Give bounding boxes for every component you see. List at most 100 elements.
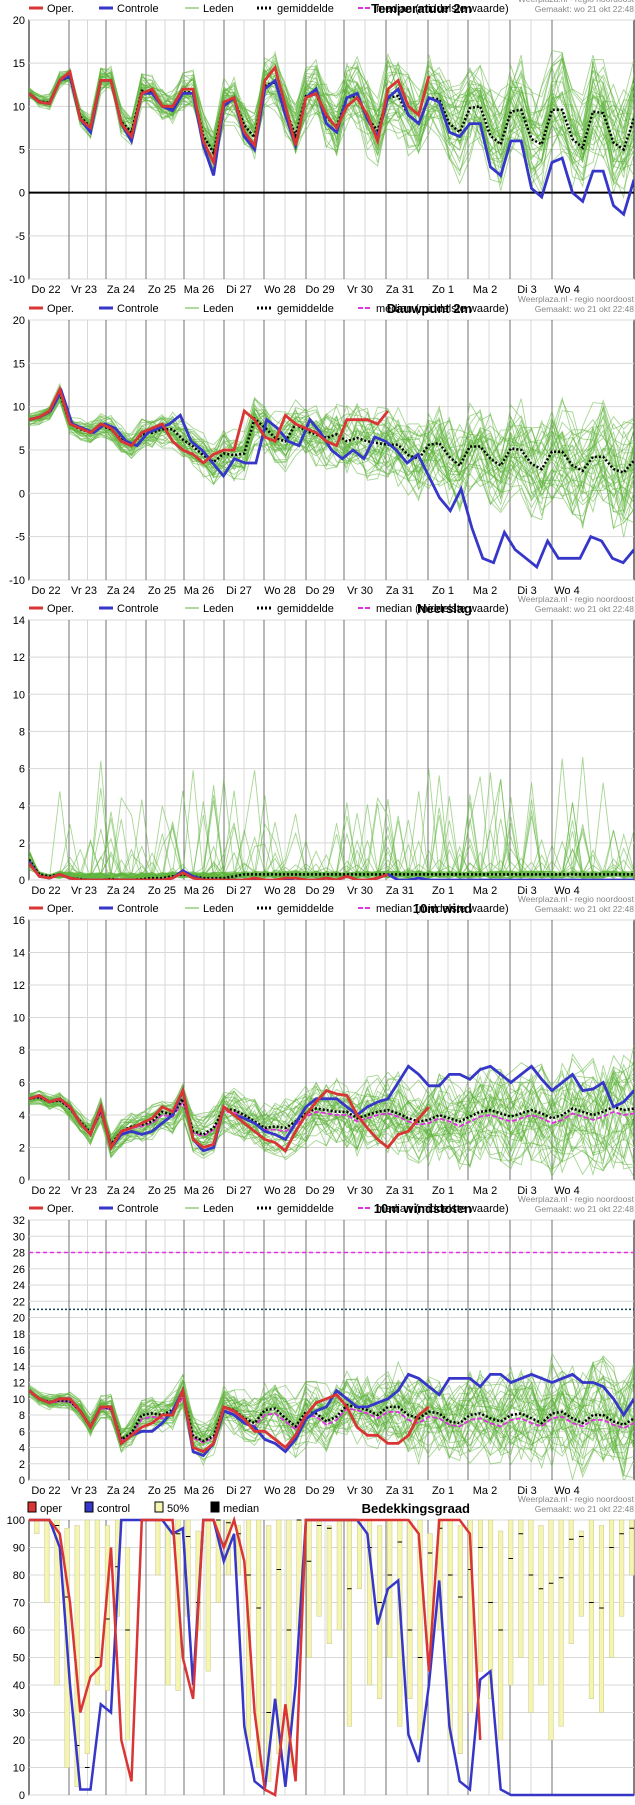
x-tick-label: Do 29 — [305, 585, 334, 597]
band-bar — [346, 1519, 352, 1727]
member-line — [29, 1066, 634, 1144]
x-tick-label: Vr 23 — [71, 885, 97, 897]
legend-leden: Leden — [203, 603, 234, 615]
chart-title: 10m windstoten — [374, 1201, 472, 1216]
y-tick-label: 8 — [19, 1410, 25, 1422]
x-tick-label: Di 3 — [517, 1185, 537, 1197]
x-tick-label: Za 24 — [107, 885, 135, 897]
x-tick-label: Vr 23 — [71, 284, 97, 296]
y-tick-label: 32 — [13, 1215, 25, 1227]
x-tick-label: Di 27 — [226, 585, 252, 597]
member-line — [29, 394, 634, 530]
y-tick-label: 50 — [13, 1653, 25, 1665]
oper-line — [29, 1385, 430, 1454]
x-tick-label: Di 27 — [226, 284, 252, 296]
member-line — [29, 60, 634, 151]
source-label: Weerplaza.nl - regio noordoost — [518, 294, 635, 304]
x-tick-label: Ma 26 — [184, 585, 215, 597]
legend-leden: Leden — [203, 1203, 234, 1215]
y-tick-label: 0 — [19, 875, 25, 887]
y-tick-label: 12 — [13, 980, 25, 992]
x-tick-label: Do 29 — [305, 1185, 334, 1197]
y-tick-label: 8 — [19, 1045, 25, 1057]
y-tick-label: 70 — [13, 1598, 25, 1610]
plot-area — [29, 49, 634, 217]
y-tick-label: 14 — [13, 1361, 25, 1373]
mean-line — [29, 1095, 634, 1147]
legend-median: median (middelste waarde) — [376, 903, 509, 915]
y-tick-label: 12 — [13, 1378, 25, 1390]
band-bar — [578, 1530, 584, 1617]
x-tick-label: Do 22 — [31, 885, 60, 897]
legend-oper: Oper. — [47, 603, 74, 615]
x-tick-label: Wo 4 — [554, 1485, 579, 1497]
member-line — [29, 50, 634, 138]
y-tick-label: 0 — [19, 1175, 25, 1187]
band-bar — [488, 1519, 494, 1699]
band-bar — [266, 1525, 272, 1782]
y-tick-label: 90 — [13, 1543, 25, 1555]
x-tick-label: Wo 28 — [264, 1485, 296, 1497]
member-line — [29, 1101, 634, 1176]
x-tick-label: Do 22 — [31, 1185, 60, 1197]
plot-area — [29, 1045, 634, 1178]
band-bar — [336, 1519, 342, 1631]
band-bar — [256, 1519, 262, 1768]
x-tick-label: Di 3 — [517, 585, 537, 597]
legend-median: median — [223, 1503, 259, 1515]
y-tick-label: 14 — [13, 948, 25, 960]
y-tick-label: 10 — [13, 1763, 25, 1775]
y-tick-label: 15 — [13, 358, 25, 370]
x-tick-label: Ma 2 — [473, 885, 497, 897]
band-bar — [518, 1519, 524, 1658]
x-tick-label: Di 27 — [226, 1485, 252, 1497]
x-tick-label: Do 29 — [305, 885, 334, 897]
legend-leden: Leden — [203, 303, 234, 315]
legend-oper: Oper. — [47, 1203, 74, 1215]
x-tick-label: Wo 4 — [554, 1185, 579, 1197]
source-label: Weerplaza.nl - regio noordoost — [518, 0, 635, 4]
y-tick-label: 0 — [19, 488, 25, 500]
x-tick-label: Vr 30 — [347, 1185, 373, 1197]
x-tick-label: Wo 28 — [264, 284, 296, 296]
y-tick-label: -5 — [15, 532, 25, 544]
y-tick-label: 6 — [19, 1426, 25, 1438]
legend-control: Controle — [117, 1203, 159, 1215]
legend-oper: oper — [40, 1503, 62, 1515]
legend-leden: Leden — [203, 3, 234, 15]
band-bar — [356, 1519, 362, 1589]
x-tick-label: Ma 2 — [473, 284, 497, 296]
control-line — [29, 74, 634, 217]
y-tick-label: 4 — [19, 1443, 25, 1455]
x-tick-label: Za 24 — [107, 284, 135, 296]
plot-area — [29, 757, 634, 880]
x-tick-label: Wo 28 — [264, 1185, 296, 1197]
mean-line — [29, 389, 634, 474]
legend-control: Controle — [117, 603, 159, 615]
band-bar — [417, 1519, 423, 1741]
made-label: Gemaakt: wo 21 okt 22:48 — [535, 1204, 634, 1214]
x-tick-label: Zo 25 — [148, 585, 176, 597]
x-tick-label: Di 27 — [226, 885, 252, 897]
chart-title: Dauwpunt 2m — [387, 301, 472, 316]
oper-line — [29, 1086, 430, 1153]
y-tick-label: -10 — [9, 575, 25, 587]
x-tick-label: Ma 26 — [184, 885, 215, 897]
band-bar — [588, 1519, 594, 1699]
source-label: Weerplaza.nl - regio noordoost — [518, 594, 635, 604]
y-tick-label: 80 — [13, 1570, 25, 1582]
oper-line — [29, 862, 389, 880]
y-tick-label: 26 — [13, 1264, 25, 1276]
member-line — [29, 1098, 634, 1165]
y-tick-label: 5 — [19, 445, 25, 457]
chart-title: Temperatuur 2m — [371, 1, 472, 16]
made-label: Gemaakt: wo 21 okt 22:48 — [535, 904, 634, 914]
mean-line — [29, 1389, 634, 1443]
band-bar — [558, 1519, 564, 1727]
y-tick-label: 8 — [19, 726, 25, 738]
x-tick-label: Zo 1 — [432, 1485, 454, 1497]
band-bar — [205, 1519, 211, 1672]
